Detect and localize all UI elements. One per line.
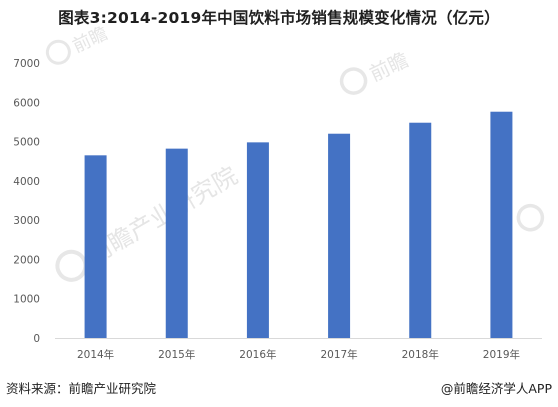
- bar-2016年: [246, 142, 269, 338]
- bar-2015年: [165, 148, 188, 338]
- y-tick-label: 1000: [13, 294, 40, 306]
- y-tick-label: 0: [33, 333, 40, 345]
- chart-title: 图表3:2014-2019年中国饮料市场销售规模变化情况（亿元）: [58, 9, 500, 27]
- x-tick-label: 2017年: [320, 348, 357, 361]
- y-tick-label: 4000: [13, 176, 40, 188]
- y-tick-label: 6000: [13, 97, 40, 109]
- x-axis: 2014年 2015年 2016年 2017年 2018年 2019年: [77, 348, 520, 361]
- credit-note: @前瞻经济学人APP: [440, 381, 552, 396]
- y-tick-label: 2000: [13, 254, 40, 266]
- watermark-text-small-2: 前瞻: [70, 23, 112, 57]
- watermark-text-small: 前瞻: [366, 48, 412, 87]
- x-tick-label: 2015年: [158, 348, 195, 361]
- bars: [84, 111, 513, 338]
- source-note: 资料来源：前瞻产业研究院: [6, 381, 157, 396]
- y-tick-label: 3000: [13, 215, 40, 227]
- bar-2014年: [84, 155, 107, 338]
- x-tick-label: 2016年: [239, 348, 276, 361]
- x-tick-label: 2018年: [402, 348, 439, 361]
- y-tick-label: 5000: [13, 137, 40, 149]
- bar-2019年: [490, 111, 513, 338]
- y-tick-label: 7000: [13, 58, 40, 70]
- x-tick-label: 2014年: [77, 348, 114, 361]
- watermark-logo: 前瞻产业研究院 前瞻 前瞻: [45, 23, 545, 282]
- x-tick-label: 2019年: [483, 348, 520, 361]
- bar-2018年: [409, 122, 432, 338]
- y-axis: 0 1000 2000 3000 4000 5000 6000 7000: [13, 58, 40, 345]
- bar-2017年: [328, 133, 351, 338]
- watermark-text: 前瞻产业研究院: [83, 161, 242, 269]
